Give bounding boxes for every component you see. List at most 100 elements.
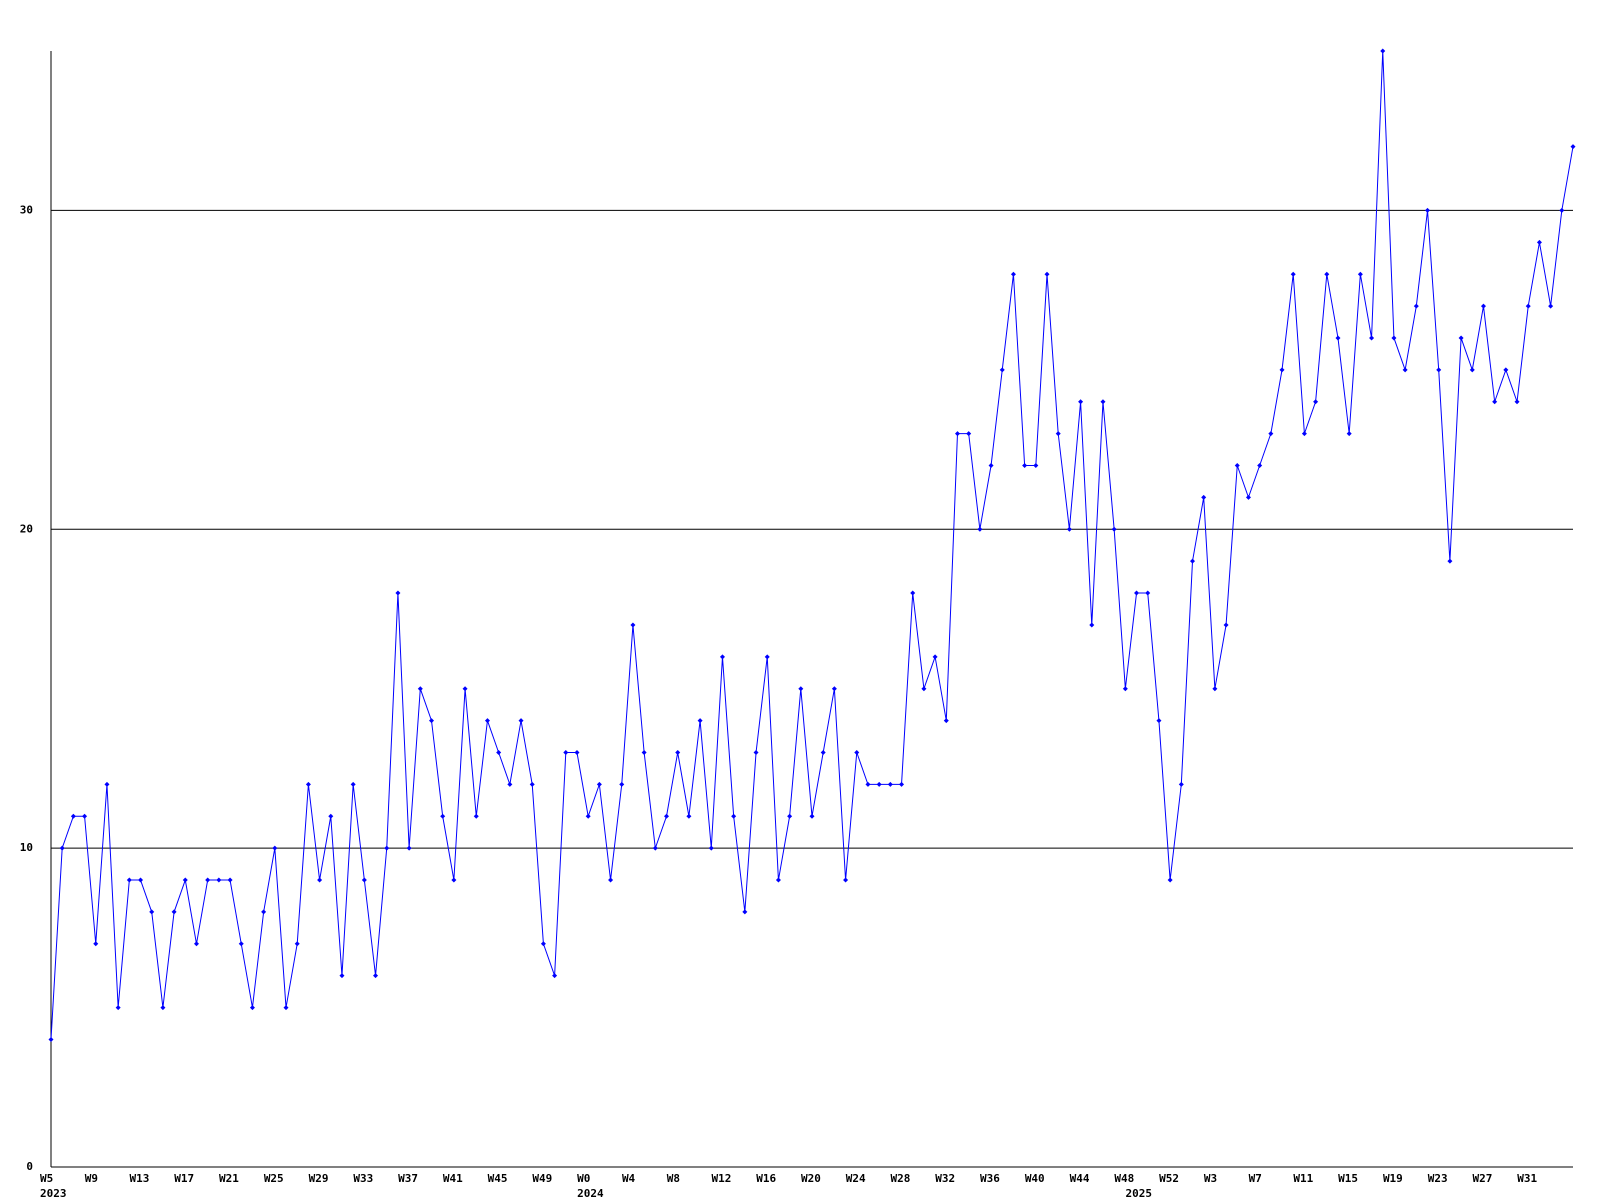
point bbox=[1335, 335, 1341, 341]
point bbox=[1369, 335, 1375, 341]
point bbox=[910, 590, 916, 596]
x-tick-label: W37 bbox=[398, 1172, 418, 1185]
point bbox=[1525, 303, 1531, 309]
point bbox=[59, 845, 65, 851]
point bbox=[1033, 463, 1039, 469]
point bbox=[585, 813, 591, 819]
point bbox=[742, 909, 748, 915]
point bbox=[630, 622, 636, 628]
point bbox=[1257, 463, 1263, 469]
x-tick-label: W5 bbox=[40, 1172, 53, 1185]
point bbox=[988, 463, 994, 469]
point bbox=[1178, 781, 1184, 787]
point bbox=[764, 654, 770, 660]
point bbox=[686, 813, 692, 819]
point bbox=[350, 781, 356, 787]
point bbox=[1480, 303, 1486, 309]
point bbox=[227, 877, 233, 883]
line bbox=[50, 50, 1574, 1040]
y-tick-label: 30 bbox=[20, 203, 33, 216]
point bbox=[1010, 271, 1016, 277]
point bbox=[1402, 367, 1408, 373]
point bbox=[999, 367, 1005, 373]
y-tick-label: 0 bbox=[26, 1160, 33, 1173]
point bbox=[921, 686, 927, 692]
point bbox=[876, 781, 882, 787]
point bbox=[529, 781, 535, 787]
point bbox=[563, 749, 569, 755]
x-tick-label: W32 bbox=[935, 1172, 955, 1185]
point bbox=[1559, 207, 1565, 213]
x-tick-label: W17 bbox=[174, 1172, 194, 1185]
x-tick-label: W8 bbox=[667, 1172, 680, 1185]
point bbox=[1447, 558, 1453, 564]
point bbox=[664, 813, 670, 819]
point bbox=[507, 781, 513, 787]
point bbox=[1145, 590, 1151, 596]
point bbox=[1190, 558, 1195, 564]
point bbox=[1536, 239, 1542, 245]
point bbox=[865, 781, 871, 787]
point bbox=[1346, 431, 1352, 437]
point bbox=[249, 1005, 255, 1011]
point bbox=[93, 941, 99, 947]
x-tick-label: W52 bbox=[1159, 1172, 1179, 1185]
point bbox=[697, 718, 703, 724]
point bbox=[305, 781, 311, 787]
point bbox=[552, 973, 558, 979]
year-label: 2023 bbox=[40, 1187, 67, 1200]
point bbox=[138, 877, 144, 883]
x-tick-label: W0 bbox=[577, 1172, 590, 1185]
point bbox=[1234, 463, 1240, 469]
point bbox=[261, 909, 267, 915]
point bbox=[854, 749, 860, 755]
point bbox=[1078, 399, 1084, 405]
point bbox=[1290, 271, 1296, 277]
point bbox=[787, 813, 793, 819]
point bbox=[775, 877, 781, 883]
x-tick-label: W7 bbox=[1249, 1172, 1262, 1185]
point bbox=[1245, 494, 1251, 500]
point bbox=[954, 431, 960, 437]
point bbox=[82, 813, 88, 819]
year-label: 2024 bbox=[577, 1187, 604, 1200]
point bbox=[1156, 718, 1162, 724]
point bbox=[652, 845, 658, 851]
point bbox=[70, 813, 76, 819]
x-tick-label: W12 bbox=[711, 1172, 731, 1185]
x-tick-label: W33 bbox=[353, 1172, 373, 1185]
point bbox=[1044, 271, 1050, 277]
point bbox=[395, 590, 401, 596]
point bbox=[373, 973, 379, 979]
point bbox=[1380, 48, 1386, 54]
point bbox=[115, 1005, 121, 1011]
point bbox=[429, 718, 434, 724]
point bbox=[1201, 494, 1207, 500]
x-tick-label: W40 bbox=[1025, 1172, 1045, 1185]
point bbox=[1514, 399, 1520, 405]
point bbox=[887, 781, 893, 787]
point bbox=[1122, 686, 1128, 692]
x-tick-label: W13 bbox=[130, 1172, 150, 1185]
point bbox=[641, 749, 647, 755]
x-tick-label: W44 bbox=[1070, 1172, 1090, 1185]
point bbox=[731, 813, 737, 819]
point bbox=[1167, 877, 1173, 883]
x-tick-label: W15 bbox=[1338, 1172, 1358, 1185]
x-tick-label: W31 bbox=[1517, 1172, 1537, 1185]
point bbox=[843, 877, 849, 883]
point bbox=[608, 877, 614, 883]
point bbox=[1425, 207, 1431, 213]
x-tick-label: W29 bbox=[309, 1172, 329, 1185]
point bbox=[238, 941, 244, 947]
point bbox=[1134, 590, 1140, 596]
point bbox=[328, 813, 334, 819]
point bbox=[1570, 144, 1576, 150]
point bbox=[484, 718, 490, 724]
x-tick-label: W49 bbox=[532, 1172, 552, 1185]
point bbox=[1492, 399, 1498, 405]
point bbox=[943, 718, 949, 724]
point bbox=[361, 877, 367, 883]
x-tick-label: W48 bbox=[1114, 1172, 1134, 1185]
